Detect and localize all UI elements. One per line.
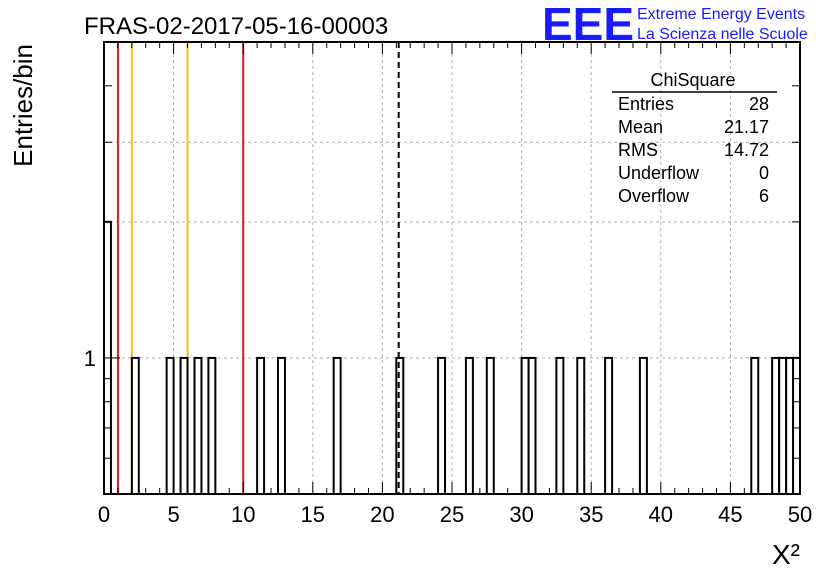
y-tick-label: 1 <box>84 346 96 371</box>
chart-title: FRAS-02-2017-05-16-00003 <box>84 13 388 40</box>
stats-label: RMS <box>618 140 658 160</box>
histogram-bar <box>179 356 189 495</box>
histogram-bar <box>778 356 788 495</box>
x-tick-label: 45 <box>718 502 742 527</box>
x-axis-label: X² <box>772 539 800 570</box>
logo-line-1: Extreme Energy Events <box>637 6 805 23</box>
stats-label: Mean <box>618 117 663 137</box>
stats-title: ChiSquare <box>650 70 735 90</box>
histogram-bar <box>207 356 217 495</box>
stats-label: Underflow <box>618 163 700 183</box>
histogram-bar <box>165 356 175 495</box>
stats-value: 14.72 <box>724 140 769 160</box>
x-tick-label: 0 <box>98 502 110 527</box>
x-tick-label: 40 <box>649 502 673 527</box>
y-axis-label: Entries/bin <box>8 44 38 167</box>
stats-box: ChiSquare Entries 28 Mean 21.17 RMS 14.72 Unde… <box>612 70 777 206</box>
axes: 0 5 10 15 20 25 30 35 40 45 50 1 <box>84 41 812 527</box>
histogram-bar <box>395 356 405 495</box>
histogram-bar <box>332 356 342 495</box>
histogram-bar <box>485 356 495 495</box>
histogram-bar <box>555 356 565 495</box>
histogram-bar <box>604 356 614 495</box>
histogram-bar <box>576 356 586 495</box>
x-tick-label: 30 <box>509 502 533 527</box>
stats-value: 21.17 <box>724 117 769 137</box>
x-tick-label: 50 <box>788 502 812 527</box>
histogram-bar <box>520 356 530 495</box>
x-tick-label: 15 <box>301 502 325 527</box>
x-tick-label: 35 <box>579 502 603 527</box>
stats-value: 0 <box>759 163 769 183</box>
histogram-bar <box>771 356 781 495</box>
x-tick-label: 25 <box>440 502 464 527</box>
x-tick-label: 5 <box>167 502 179 527</box>
marker-lines <box>116 42 400 494</box>
logo-line-2: La Scienza nelle Scuole <box>637 26 808 43</box>
x-tick-label: 10 <box>231 502 255 527</box>
histogram-bar <box>437 356 447 495</box>
stats-label: Overflow <box>618 186 690 206</box>
x-tick-label: 20 <box>370 502 394 527</box>
histogram-bar <box>785 356 795 495</box>
histogram-bar <box>464 356 474 495</box>
histogram-bar <box>193 356 203 495</box>
stats-value: 6 <box>759 186 769 206</box>
stats-label: Entries <box>618 94 674 114</box>
stats-value: 28 <box>749 94 769 114</box>
histogram-bar <box>277 356 286 495</box>
histogram-bar <box>527 356 537 495</box>
histogram-bar <box>256 356 266 495</box>
grid <box>104 42 800 494</box>
histogram-bar <box>750 356 760 495</box>
histogram-bar <box>130 356 140 495</box>
histogram-bar <box>638 356 648 495</box>
